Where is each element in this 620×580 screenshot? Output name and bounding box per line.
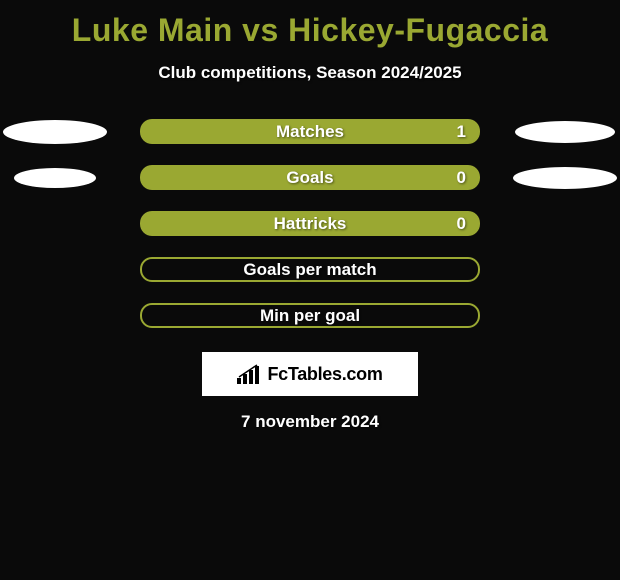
footer-date: 7 november 2024 (0, 412, 620, 432)
stat-bar: Min per goal (140, 303, 480, 328)
stat-value: 0 (457, 168, 466, 188)
stat-bar: Goals 0 (140, 165, 480, 190)
subtitle: Club competitions, Season 2024/2025 (0, 63, 620, 83)
stat-label: Goals per match (243, 260, 376, 280)
brand-logo: FcTables.com (202, 352, 418, 396)
right-side (510, 121, 620, 143)
chart-icon (237, 364, 261, 384)
stat-value: 1 (457, 122, 466, 142)
left-side (0, 120, 110, 144)
stat-label: Matches (276, 122, 344, 142)
stat-bar: Matches 1 (140, 119, 480, 144)
right-side (510, 167, 620, 189)
ellipse-icon (513, 167, 617, 189)
stat-label: Hattricks (274, 214, 347, 234)
stat-rows: Matches 1 Goals 0 Hattricks 0 Goals per … (0, 119, 620, 328)
page-title: Luke Main vs Hickey-Fugaccia (0, 0, 620, 49)
ellipse-icon (515, 121, 615, 143)
stat-row-matches: Matches 1 (0, 119, 620, 144)
stat-value: 0 (457, 214, 466, 234)
stat-row-goals: Goals 0 (0, 165, 620, 190)
stat-bar: Goals per match (140, 257, 480, 282)
stat-row-hattricks: Hattricks 0 (0, 211, 620, 236)
left-side (0, 168, 110, 188)
ellipse-icon (3, 120, 107, 144)
ellipse-icon (14, 168, 96, 188)
brand-text: FcTables.com (267, 364, 382, 385)
stat-bar: Hattricks 0 (140, 211, 480, 236)
stat-row-goals-per-match: Goals per match (0, 257, 620, 282)
stat-label: Goals (286, 168, 333, 188)
stat-row-min-per-goal: Min per goal (0, 303, 620, 328)
stat-label: Min per goal (260, 306, 360, 326)
